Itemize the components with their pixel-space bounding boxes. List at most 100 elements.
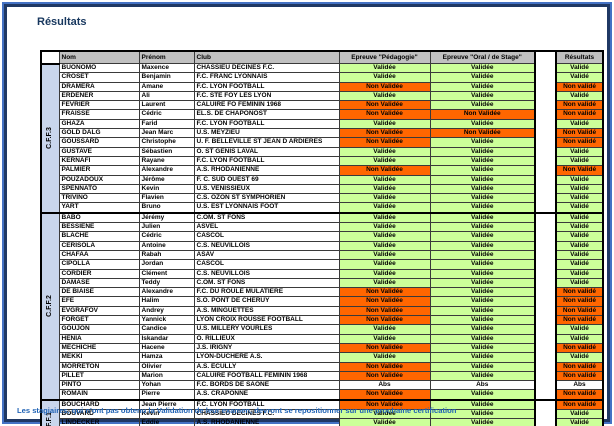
gap-cell bbox=[535, 315, 556, 325]
cell-epreuve-oral: Validée bbox=[429, 342, 536, 354]
table-row: BESSIENE Julien ASVEL Validée Validée Validé bbox=[41, 222, 604, 233]
cell-epreuve-pedagogie: Non Validée bbox=[338, 361, 431, 372]
cell-epreuve-pedagogie: Validée bbox=[338, 174, 431, 185]
cell-epreuve-oral: Validée bbox=[429, 249, 536, 261]
table-row: FEVRIER Laurent CALUIRE FO FEMININ 1968 Non… bbox=[41, 100, 604, 111]
table-row: EFE Halim S.O. PONT DE CHERUY Non Validée Va… bbox=[41, 296, 604, 307]
cell-nom: MORRETON bbox=[58, 361, 140, 372]
column-header-oral: Epreuve "Oral / de Stage" bbox=[429, 50, 536, 64]
gap-cell bbox=[535, 241, 556, 251]
cell-resultat: Validé bbox=[555, 408, 604, 420]
gap-cell bbox=[535, 231, 556, 242]
group-label: C.F.F.1 bbox=[40, 398, 60, 426]
cell-epreuve-pedagogie: Validée bbox=[338, 155, 431, 167]
cell-club: S.O. PONT DE CHERUY bbox=[193, 296, 340, 307]
cell-prenom: Yannick bbox=[138, 314, 195, 326]
cell-epreuve-oral: Validée bbox=[429, 314, 536, 326]
gap-cell bbox=[535, 418, 556, 426]
cell-epreuve-oral: Validée bbox=[429, 137, 536, 148]
cell-resultat: Validé bbox=[555, 259, 604, 270]
gap-cell bbox=[535, 165, 556, 176]
cell-resultat: Abs bbox=[555, 380, 604, 391]
cell-resultat: Validé bbox=[555, 202, 604, 214]
cell-prenom: Cédric bbox=[138, 109, 195, 120]
column-header-club: Club bbox=[193, 50, 340, 64]
cell-epreuve-oral: Validée bbox=[429, 287, 536, 298]
cell-prenom: Andrey bbox=[138, 305, 195, 317]
table-row: CORDIER Clément C.S. NEUVILLOIS Validée Vali… bbox=[41, 268, 604, 279]
cell-club: U. F. BELLEVILLE ST JEAN D ARDIERES bbox=[193, 137, 340, 148]
cell-club: C.S. NEUVILLOIS bbox=[193, 268, 340, 279]
cell-resultat: Validé bbox=[555, 249, 604, 261]
cell-club: C.OM. ST FONS bbox=[193, 211, 340, 224]
cell-prenom: Alexandre bbox=[138, 287, 195, 298]
footer-note: Les stagiaires, qui n'ont pas obtenu la … bbox=[17, 406, 457, 415]
cell-resultat: Validé bbox=[555, 72, 604, 83]
cell-epreuve-oral: Validée bbox=[429, 259, 536, 270]
cell-club: J.S. IRIGNY bbox=[193, 342, 340, 354]
cell-epreuve-oral: Validée bbox=[429, 370, 536, 382]
cell-club: ASVEL bbox=[193, 222, 340, 233]
cell-nom: GOLD DALG bbox=[58, 128, 140, 139]
cell-prenom: Christophe bbox=[138, 137, 195, 148]
cell-epreuve-pedagogie: Validée bbox=[338, 202, 431, 214]
gap-cell bbox=[535, 343, 556, 353]
cell-prenom: Rabah bbox=[138, 249, 195, 261]
cell-club: LYON-DUCHERE A.S. bbox=[193, 352, 340, 363]
cell-nom: FEVRIER bbox=[58, 100, 140, 111]
cell-epreuve-oral: Validée bbox=[429, 81, 536, 92]
cell-epreuve-pedagogie: Non Validée bbox=[338, 314, 431, 326]
cell-epreuve-oral: Validée bbox=[429, 408, 536, 420]
cell-epreuve-pedagogie: Non Validée bbox=[338, 342, 431, 354]
cell-epreuve-oral: Validée bbox=[429, 202, 536, 214]
gap-cell bbox=[535, 63, 556, 73]
cell-epreuve-pedagogie: Validée bbox=[338, 324, 431, 335]
table-row: ERDENER Ali F.C. STE FOY LES LYON Validée Va… bbox=[41, 90, 604, 102]
cell-epreuve-oral: Validée bbox=[429, 389, 536, 401]
cell-prenom: Teddy bbox=[138, 277, 195, 289]
cell-resultat: Validé bbox=[555, 118, 604, 130]
cell-resultat: Validé bbox=[555, 146, 604, 157]
gap-cell bbox=[535, 306, 556, 316]
table-row: SPENNATO Kevin U.S. VENISSIEUX Validée Valid… bbox=[41, 183, 604, 195]
table-row: PILLET Marion CALUIRE FOOTBALL FEMININ 196… bbox=[41, 370, 604, 382]
cell-prenom: Clément bbox=[138, 268, 195, 279]
cell-epreuve-oral: Validée bbox=[429, 231, 536, 242]
cell-epreuve-pedagogie: Validée bbox=[338, 62, 431, 74]
gap-cell bbox=[535, 193, 556, 203]
table-row: ROMAIN Pierre A.S. CRAPONNE Non Validée Vali… bbox=[41, 389, 604, 401]
cell-epreuve-pedagogie: Validée bbox=[338, 268, 431, 279]
cell-resultat: Validé bbox=[555, 211, 604, 224]
cell-epreuve-pedagogie: Validée bbox=[338, 240, 431, 251]
gap-cell bbox=[535, 278, 556, 288]
header-row: Nom Prénom Club Epreuve "Pédagogie" Epre… bbox=[40, 50, 604, 64]
cell-prenom: Candice bbox=[138, 324, 195, 335]
cell-nom: CORDIER bbox=[58, 268, 140, 279]
cell-prenom: Yohan bbox=[138, 380, 195, 391]
table-row: DAMASE Teddy C.OM. ST FONS Validée Validée Va… bbox=[41, 277, 604, 289]
table-row: GHAZA Farid F.C. LYON FOOTBALL Validée Valid… bbox=[41, 118, 604, 130]
table-row: HENIA Iskandar O. RILLIEUX Validée Validée Va… bbox=[41, 333, 604, 344]
cell-prenom: Amane bbox=[138, 81, 195, 92]
cell-resultat: Validé bbox=[555, 352, 604, 363]
table-row: DRAMERA Amane F.C. LYON FOOTBALL Non Validé… bbox=[41, 81, 604, 92]
cell-nom: CIPOLLA bbox=[58, 259, 140, 270]
cell-nom: DRAMERA bbox=[58, 81, 140, 92]
cell-epreuve-pedagogie: Validée bbox=[338, 211, 431, 224]
cell-club: F.C. LYON FOOTBALL bbox=[193, 81, 340, 92]
cell-epreuve-pedagogie: Validée bbox=[338, 118, 431, 130]
cell-epreuve-oral: Validée bbox=[429, 118, 536, 130]
cell-resultat: Validé bbox=[555, 324, 604, 335]
cell-epreuve-oral: Validée bbox=[429, 333, 536, 344]
cell-club: LYON CROIX ROUSSE FOOTBALL bbox=[193, 314, 340, 326]
cell-prenom: Farid bbox=[138, 118, 195, 130]
cell-prenom: Eddie bbox=[138, 418, 195, 426]
cell-nom: EVGRAFOV bbox=[58, 305, 140, 317]
cell-nom: GUSTAVE bbox=[58, 146, 140, 157]
cell-resultat: Non validé bbox=[555, 389, 604, 401]
cell-prenom: Jean Marc bbox=[138, 128, 195, 139]
cell-epreuve-pedagogie: Non Validée bbox=[338, 370, 431, 382]
table-row: MECHICHE Hacene J.S. IRIGNY Non Validée Vali… bbox=[41, 342, 604, 354]
cell-epreuve-pedagogie: Validée bbox=[338, 72, 431, 83]
cell-resultat: Non validé bbox=[555, 370, 604, 382]
